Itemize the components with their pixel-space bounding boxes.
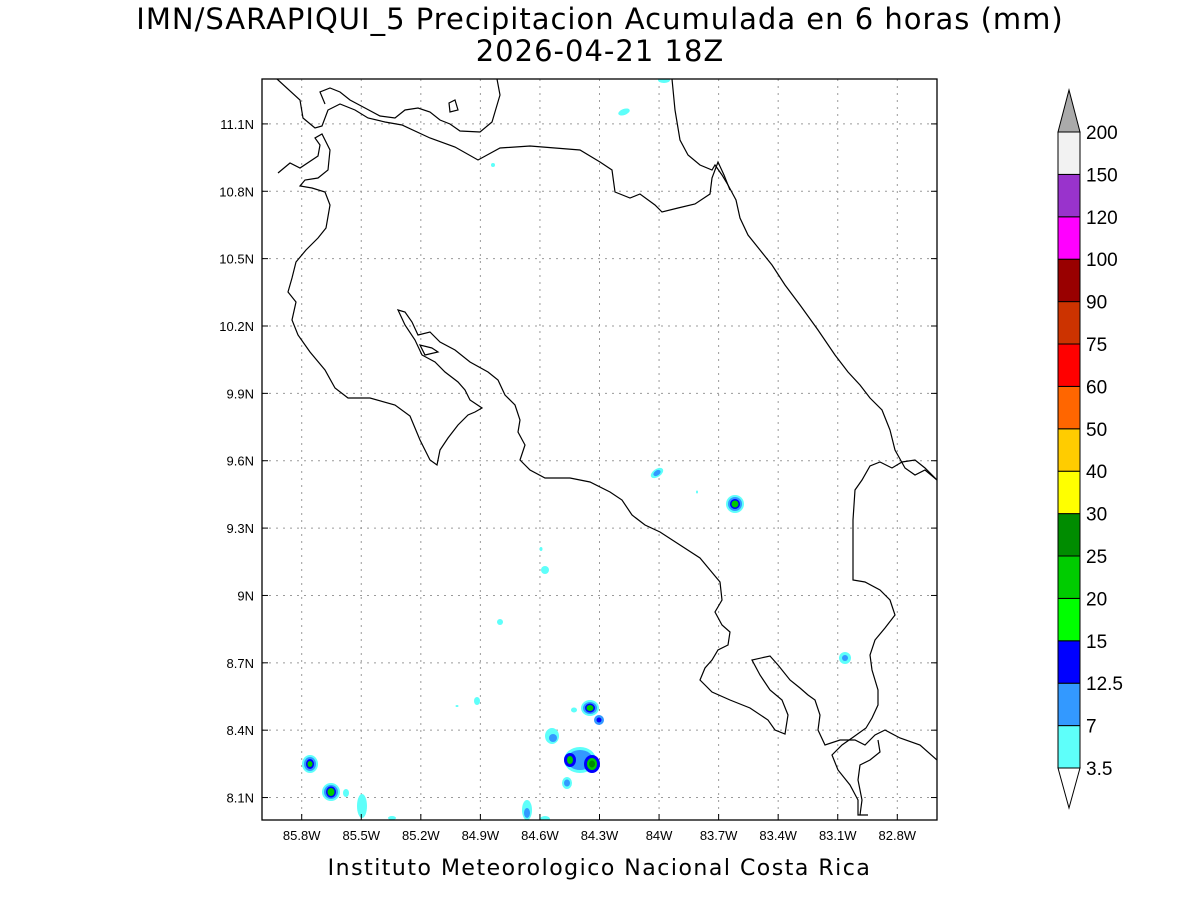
lat-label: 9.3N xyxy=(227,521,254,536)
coastline xyxy=(276,79,937,816)
colorbar-label: 90 xyxy=(1086,293,1107,314)
lon-label: 83.7W xyxy=(700,828,738,843)
lat-label: 10.2N xyxy=(219,319,254,334)
lon-label: 83.4W xyxy=(759,828,797,843)
chart-title: IMN/SARAPIQUI_5 Precipitacion Acumulada … xyxy=(136,2,1064,36)
colorbar-segment xyxy=(1057,513,1081,557)
colorbar-segment xyxy=(1057,216,1081,260)
colorbar-label: 25 xyxy=(1086,547,1107,568)
colorbar-label: 40 xyxy=(1086,462,1107,483)
lon-label: 85.8W xyxy=(283,828,321,843)
lon-label: 84W xyxy=(646,828,673,843)
lon-label: 85.5W xyxy=(342,828,380,843)
lon-label: 84.3W xyxy=(581,828,619,843)
colorbar-under-triangle xyxy=(1057,767,1081,810)
pacific-island xyxy=(418,344,440,356)
colorbar-segment xyxy=(1057,343,1081,387)
lon-label: 84.6W xyxy=(521,828,559,843)
colorbar-label: 150 xyxy=(1086,165,1118,186)
lat-label: 8.1N xyxy=(227,791,254,806)
colorbar-label: 120 xyxy=(1086,208,1118,229)
colorbar-segment xyxy=(1057,470,1081,515)
nicaragua-coast xyxy=(319,79,501,133)
colorbar-segment xyxy=(1057,173,1081,218)
lon-label: 85.2W xyxy=(402,828,440,843)
lat-label: 8.7N xyxy=(227,656,254,671)
colorbar-label: 200 xyxy=(1086,123,1118,144)
lat-label: 8.4N xyxy=(227,723,254,738)
colorbar-label: 3.5 xyxy=(1086,759,1112,780)
lat-label: 9N xyxy=(237,588,254,603)
lon-label: 82.8W xyxy=(879,828,917,843)
lat-label: 10.8N xyxy=(219,184,254,199)
colorbar-segment xyxy=(1057,385,1081,430)
colorbar-label: 75 xyxy=(1086,335,1107,356)
lon-label: 83.1W xyxy=(819,828,857,843)
colorbar-label: 15 xyxy=(1086,632,1107,653)
colorbar-segment xyxy=(1057,597,1081,642)
colorbar-label: 60 xyxy=(1086,377,1107,398)
colorbar-label: 30 xyxy=(1086,505,1107,526)
colorbar-segment xyxy=(1057,640,1081,684)
colorbar-segment xyxy=(1057,725,1081,769)
footer-credit: Instituto Meteorologico Nacional Costa R… xyxy=(327,856,872,881)
colorbar-segment xyxy=(1057,428,1081,472)
chart-datetime: 2026-04-21 18Z xyxy=(475,34,725,68)
lat-label: 11.1N xyxy=(220,117,254,132)
colorbar-segment xyxy=(1057,131,1081,175)
lon-label: 84.9W xyxy=(462,828,500,843)
colorbar: 3.5 7 12.5 15 20 25 30 40 50 60 75 90 100 120 150 200 xyxy=(1057,88,1123,810)
colorbar-label: 20 xyxy=(1086,589,1107,610)
peninsula-osa-east xyxy=(857,739,881,816)
colorbar-label: 7 xyxy=(1086,717,1097,738)
colorbar-over-triangle xyxy=(1057,88,1081,133)
colorbar-segment xyxy=(1057,258,1081,303)
caribbean-coast xyxy=(671,79,937,481)
colorbar-label: 12.5 xyxy=(1086,674,1123,695)
latitude-labels: 11.1N 10.8N 10.5N 10.2N 9.9N 9.6N 9.3N 9N 8.7N 8.… xyxy=(219,117,937,806)
lat-label: 9.6N xyxy=(227,454,254,469)
panama-border xyxy=(831,459,937,816)
colorbar-label: 50 xyxy=(1086,420,1107,441)
colorbar-segment xyxy=(1057,555,1081,599)
lat-label: 9.9N xyxy=(227,386,254,401)
map-frame xyxy=(261,78,938,821)
longitude-labels: 85.8W 85.5W 85.2W 84.9W 84.6W 84.3W 84W 83.7W 83… xyxy=(283,814,917,843)
colorbar-label: 100 xyxy=(1086,250,1118,271)
northern-border xyxy=(276,79,731,213)
lake-nicaragua-island xyxy=(448,99,459,113)
colorbar-segment xyxy=(1057,301,1081,345)
precipitation-cells xyxy=(302,79,851,820)
lat-label: 10.5N xyxy=(219,252,254,267)
pacific-coast-north xyxy=(277,133,937,761)
colorbar-segment xyxy=(1057,682,1081,727)
map-grid xyxy=(262,79,937,820)
